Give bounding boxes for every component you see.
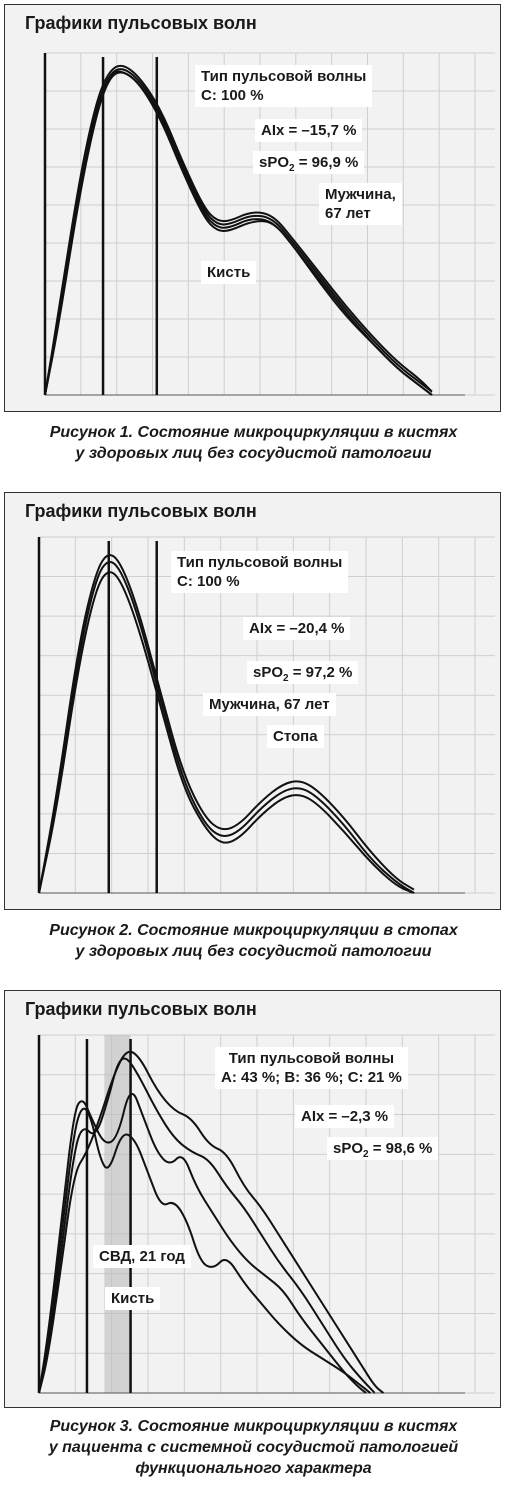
aix-label: AIx = –15,7 % bbox=[255, 119, 363, 142]
chart-panel-3: Графики пульсовых волн Тип пульсовой вол… bbox=[4, 990, 501, 1408]
pulse-wave-series bbox=[38, 554, 415, 894]
spo2-label: sPO2 = 97,2 % bbox=[247, 661, 359, 684]
pulse-wave-chart-1 bbox=[43, 52, 495, 396]
subject-label: Мужчина, 67 лет bbox=[203, 693, 336, 716]
wave-type-label: Тип пульсовой волны С: 100 % bbox=[195, 65, 373, 107]
pulse-wave-series bbox=[38, 1107, 371, 1394]
caption-3: Рисунок 3. Состояние микроциркуляции в к… bbox=[48, 1418, 459, 1477]
wave-type-label: Тип пульсовой волны А: 43 %; В: 36 %; С:… bbox=[215, 1047, 408, 1089]
subject-label: Мужчина, 67 лет bbox=[319, 183, 402, 225]
chart-panel-1: Графики пульсовых волн Тип пульсовой вол… bbox=[4, 4, 501, 412]
spo2-label: sPO2 = 96,9 % bbox=[253, 151, 365, 174]
wave-type-label: Тип пульсовой волны С: 100 % bbox=[171, 551, 349, 593]
chart-title: Графики пульсовых волн bbox=[25, 999, 257, 1019]
aix-label: AIx = –2,3 % bbox=[295, 1105, 395, 1128]
pulse-wave-series bbox=[38, 560, 415, 894]
aix-label: AIx = –20,4 % bbox=[243, 617, 351, 640]
spo2-label: sPO2 = 98,6 % bbox=[327, 1137, 439, 1160]
figure-1: Графики пульсовых волн Тип пульсовой вол… bbox=[4, 4, 503, 466]
site-label: Стопа bbox=[267, 725, 324, 748]
chart-title: Графики пульсовых волн bbox=[25, 501, 257, 521]
caption-1: Рисунок 1. Состояние микроциркуляции в к… bbox=[49, 424, 458, 462]
pulse-wave-series bbox=[38, 1057, 376, 1394]
pulse-wave-chart-3 bbox=[37, 1034, 495, 1394]
caption-2: Рисунок 2. Состояние микроциркуляции в с… bbox=[49, 922, 458, 960]
subject-label: СВД, 21 год bbox=[93, 1245, 191, 1268]
pulse-wave-series bbox=[38, 1050, 385, 1394]
pulse-wave-series bbox=[38, 1092, 367, 1394]
figure-2: Графики пульсовых волн Тип пульсовой вол… bbox=[4, 492, 503, 972]
chart-title: Графики пульсовых волн bbox=[25, 13, 257, 33]
site-label: Кисть bbox=[105, 1287, 161, 1310]
pulse-wave-series bbox=[44, 64, 433, 396]
pulse-wave-series bbox=[38, 571, 415, 894]
pulse-wave-series bbox=[44, 70, 433, 396]
figure-3: Графики пульсовых волн Тип пульсовой вол… bbox=[4, 990, 503, 1485]
chart-panel-2: Графики пульсовых волн Тип пульсовой вол… bbox=[4, 492, 501, 910]
site-label: Кисть bbox=[201, 261, 257, 284]
